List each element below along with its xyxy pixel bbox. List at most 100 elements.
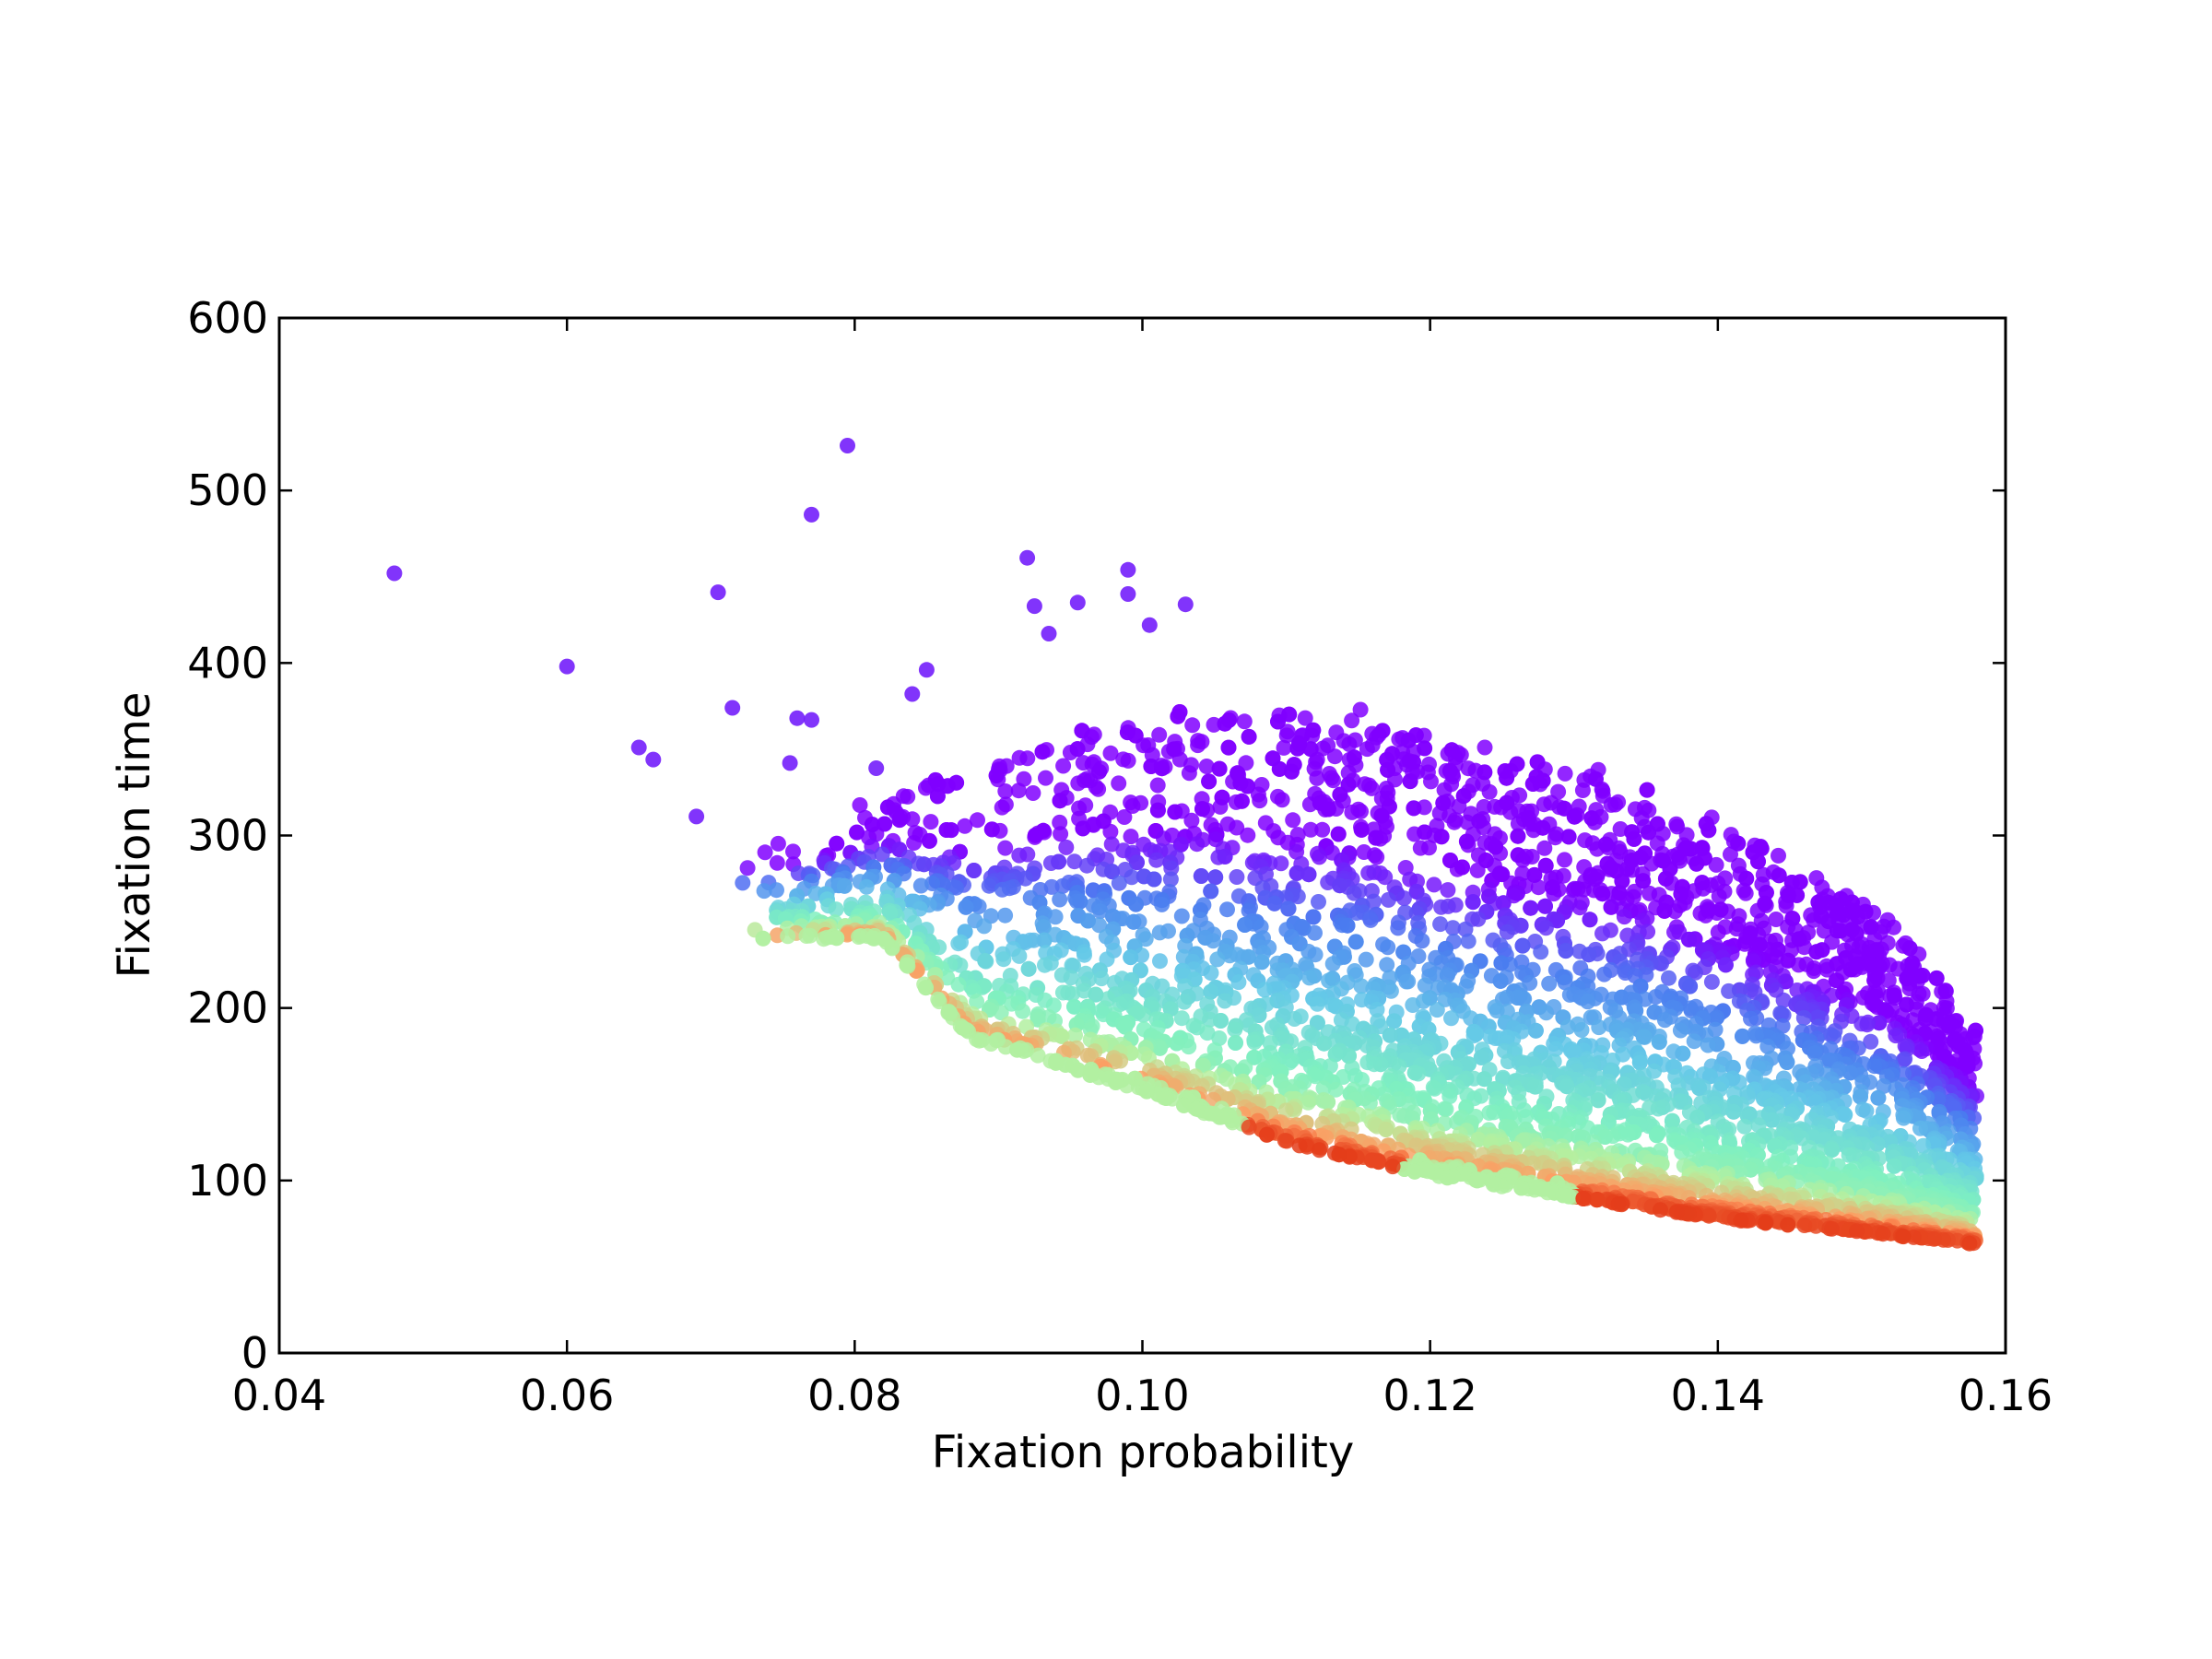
scatter-point <box>1247 1034 1263 1050</box>
scatter-point <box>1583 912 1598 927</box>
scatter-point <box>1019 847 1035 863</box>
scatter-point <box>1287 1011 1302 1027</box>
scatter-point <box>1063 745 1078 760</box>
scatter-point <box>1481 1105 1497 1121</box>
scatter-point <box>1406 827 1422 842</box>
scatter-point <box>1433 900 1449 915</box>
scatter-point <box>1735 1029 1750 1044</box>
scatter-point <box>1212 761 1228 777</box>
scatter-point <box>1344 805 1359 820</box>
scatter-point <box>1709 857 1724 873</box>
scatter-point <box>1698 908 1713 924</box>
scatter-point <box>1665 1043 1681 1059</box>
scatter-point <box>1561 829 1577 844</box>
scatter-point <box>1310 996 1325 1012</box>
scatter-point <box>1209 951 1225 967</box>
scatter-point <box>1011 782 1027 798</box>
scatter-point <box>1125 914 1141 930</box>
scatter-point <box>1090 782 1106 797</box>
scatter-point <box>900 789 915 805</box>
scatter-point <box>1368 830 1383 846</box>
scatter-point <box>911 856 926 872</box>
scatter-point <box>1574 1022 1590 1038</box>
scatter-point <box>1396 890 1412 906</box>
scatter-point <box>1447 815 1463 830</box>
scatter-point <box>1617 909 1632 924</box>
scatter-point <box>1152 953 1168 969</box>
scatter-point <box>997 841 1013 856</box>
scatter-point <box>1354 822 1370 838</box>
scatter-point <box>1493 973 1509 989</box>
scatter-point <box>770 855 785 871</box>
scatter-point <box>1043 855 1059 871</box>
scatter-point <box>959 900 974 915</box>
scatter-point <box>1426 877 1441 892</box>
scatter-point <box>1510 829 1525 844</box>
scatter-point <box>1414 933 1430 948</box>
scatter-point <box>1382 1028 1398 1043</box>
scatter-point <box>1219 901 1235 917</box>
scatter-point <box>1316 1036 1332 1052</box>
scatter-point <box>1493 955 1509 971</box>
scatter-point <box>1525 822 1541 838</box>
scatter-point <box>1470 863 1486 878</box>
scatter-point <box>1525 776 1541 792</box>
scatter-point <box>1796 939 1812 955</box>
scatter-point <box>1423 773 1439 789</box>
scatter-point <box>1406 800 1421 816</box>
scatter-point <box>1116 809 1132 825</box>
scatter-point <box>1174 909 1190 924</box>
scatter-point <box>976 918 992 934</box>
scatter-point <box>1390 920 1406 935</box>
scatter-point <box>994 800 1010 816</box>
scatter-point <box>1194 868 1209 884</box>
scatter-point <box>1284 764 1300 780</box>
scatter-point <box>1381 892 1396 908</box>
scatter-point <box>1058 840 1074 855</box>
scatter-point <box>1912 1121 1928 1136</box>
scatter-point <box>1150 803 1166 818</box>
scatter-point <box>1123 949 1138 965</box>
scatter-point <box>950 935 966 951</box>
scatter-point <box>1237 713 1253 729</box>
scatter-point <box>1712 888 1727 904</box>
scatter-point <box>1837 1107 1853 1123</box>
scatter-point <box>1189 836 1205 852</box>
scatter-point <box>1011 948 1027 964</box>
scatter-point <box>1403 773 1418 789</box>
scatter-point <box>1053 793 1068 808</box>
scatter-point <box>837 878 853 894</box>
scatter-point <box>1206 933 1221 948</box>
scatter-point <box>904 811 920 827</box>
scatter-point <box>1557 852 1572 867</box>
scatter-point <box>859 879 875 895</box>
scatter-point <box>1252 793 1267 808</box>
scatter-point <box>1477 740 1493 756</box>
scatter-point <box>1027 830 1042 845</box>
scatter-point <box>1450 862 1465 877</box>
scatter-point <box>930 788 946 804</box>
scatter-point <box>913 878 929 894</box>
scatter-point <box>1688 856 1704 872</box>
scatter-point <box>1112 876 1127 891</box>
scatter-point <box>1079 858 1095 874</box>
scatter-point <box>1227 1022 1242 1038</box>
scatter-point <box>1055 985 1071 1001</box>
scatter-point <box>1302 796 1318 812</box>
scatter-point <box>1360 865 1376 881</box>
scatter-point <box>1824 1142 1840 1158</box>
scatter-point <box>780 928 795 944</box>
scatter-point <box>757 883 772 899</box>
scatter-point <box>1771 848 1786 864</box>
scatter-point <box>1413 841 1429 856</box>
scatter-point <box>1533 944 1548 959</box>
scatter-point <box>1266 896 1282 912</box>
scatter-point <box>966 863 982 878</box>
scatter-point <box>993 823 1008 839</box>
scatter-point <box>1167 805 1182 820</box>
scatter-point <box>1359 741 1375 757</box>
scatter-point <box>1309 771 1324 786</box>
scatter-point <box>1038 771 1053 786</box>
